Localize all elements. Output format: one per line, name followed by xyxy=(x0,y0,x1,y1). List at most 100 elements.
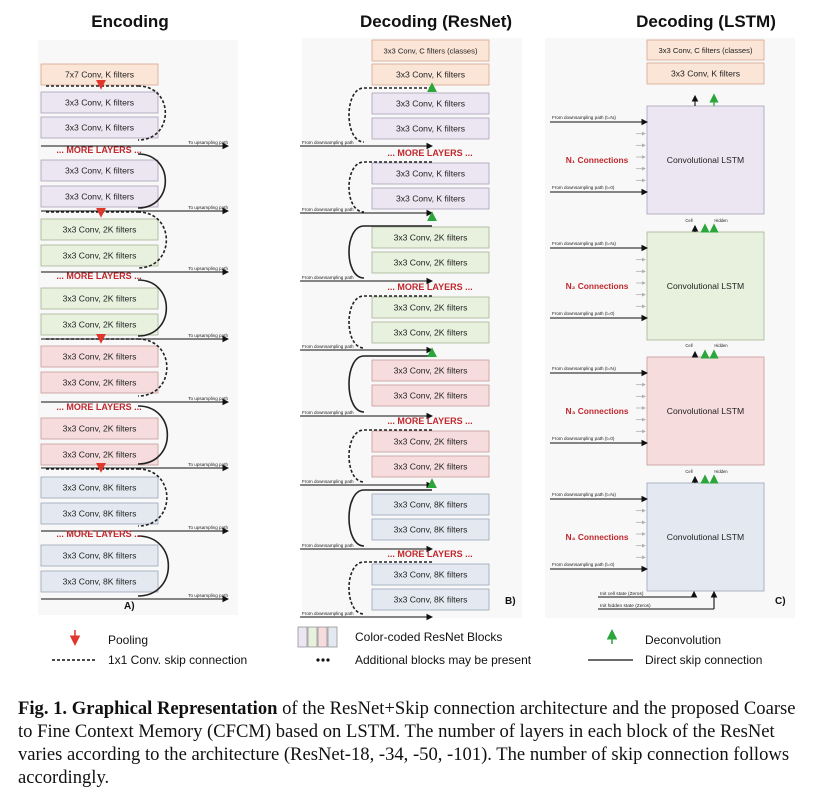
res-from-downsampling-label: From downsampling path xyxy=(302,543,354,548)
lstm-box xyxy=(646,105,765,215)
lstm-label: Convolutional LSTM xyxy=(667,155,744,165)
block-label: 3x3 Conv, 8K filters xyxy=(394,500,468,510)
more-layers-label: ... MORE LAYERS ... xyxy=(387,549,472,559)
figure-caption: Fig. 1. Graphical Representation of the … xyxy=(18,697,808,789)
lstm-from-bottom-label: From downsampling path (t=0) xyxy=(552,185,615,190)
res-skip-arc-7 xyxy=(348,489,432,547)
block-rect xyxy=(371,92,490,115)
block-label: 3x3 Conv, 2K filters xyxy=(394,328,468,338)
block-rect xyxy=(371,162,490,185)
res-block-15: 3x3 Conv, 8K filters xyxy=(371,563,490,586)
enc-block-4: 3x3 Conv, K filters xyxy=(40,185,159,208)
lstm-unit-2: Convolutional LSTM N₂ Connections From dow… xyxy=(550,218,765,341)
res-block-6: 3x3 Conv, 2K filters xyxy=(371,251,490,274)
block-label: 3x3 Conv, K filters xyxy=(65,166,134,176)
block-label: 3x3 Conv, 2K filters xyxy=(63,378,137,388)
lstm-block-top-k: 3x3 Conv, K filters xyxy=(646,62,765,85)
block-label: 3x3 Conv, 8K filters xyxy=(394,525,468,535)
enc-to-upsampling-label: To upsampling path xyxy=(188,462,228,467)
block-label: 3x3 Conv, 2K filters xyxy=(394,366,468,376)
caption-bold-title: Graphical Representation xyxy=(71,698,278,719)
res-from-downsampling-label: From downsampling path xyxy=(302,479,354,484)
enc-to-upsampling-label: To upsampling path xyxy=(188,140,228,145)
block-label: 3x3 Conv, 2K filters xyxy=(63,450,137,460)
lstm-hidden-label: Hidden xyxy=(714,218,728,223)
block-rect xyxy=(371,359,490,382)
lstm-unit-1: Convolutional LSTM N₁ Connections From dow… xyxy=(550,93,765,215)
caption-text: of the ResNet+Skip connection architectu… xyxy=(18,698,796,788)
enc-to-upsampling-label: To upsampling path xyxy=(188,333,228,338)
block-rect xyxy=(646,39,765,61)
enc-block-15: 3x3 Conv, 8K filters xyxy=(40,544,159,567)
lstm-unit-3: Convolutional LSTM N₃ Connections From dow… xyxy=(550,343,765,466)
block-label: 3x3 Conv, K filters xyxy=(396,124,465,134)
block-rect xyxy=(40,244,159,267)
legend-pooling: Pooling xyxy=(108,633,148,647)
enc-to-upsampling-label: To upsampling path xyxy=(188,266,228,271)
lstm-hidden-label: Hidden xyxy=(714,343,728,348)
lstm-label: Convolutional LSTM xyxy=(667,532,744,542)
block-label: 3x3 Conv, K filters xyxy=(396,194,465,204)
res-skip-arc-2 xyxy=(348,161,432,213)
block-label: 3x3 Conv, 8K filters xyxy=(63,577,137,587)
enc-skip-arc-5 xyxy=(137,338,168,397)
lstm-box xyxy=(646,482,765,592)
enc-block-8: 3x3 Conv, 2K filters xyxy=(40,313,159,336)
block-label: 3x3 Conv, K filters xyxy=(65,123,134,133)
ellipsis-legend-icon xyxy=(316,658,330,662)
block-rect xyxy=(371,226,490,249)
more-layers-label: ... MORE LAYERS ... xyxy=(56,529,141,539)
title-decoding-resnet: Decoding (ResNet) xyxy=(360,12,512,31)
block-label: 3x3 Conv, C filters (classes) xyxy=(384,47,478,56)
res-from-downsampling-label: From downsampling path xyxy=(302,140,354,145)
block-label: 3x3 Conv, K filters xyxy=(65,98,134,108)
block-rect xyxy=(371,430,490,453)
legend-direct-skip: Direct skip connection xyxy=(645,653,762,667)
lstm-connections-label: N₄ Connections xyxy=(565,532,628,542)
block-rect xyxy=(40,159,159,182)
res-block-11: 3x3 Conv, 2K filters xyxy=(371,430,490,453)
block-rect xyxy=(371,493,490,516)
enc-skip-arc-2 xyxy=(137,153,167,209)
res-skip-arc-1 xyxy=(348,87,432,143)
enc-skip-arc-6 xyxy=(137,405,169,465)
res-skip-arc-6 xyxy=(348,429,432,483)
more-layers-label: ... MORE LAYERS ... xyxy=(56,271,141,281)
res-block-13: 3x3 Conv, 8K filters xyxy=(371,493,490,516)
res-block-2: 3x3 Conv, K filters xyxy=(371,117,490,140)
title-encoding: Encoding xyxy=(91,12,168,31)
enc-block-6: 3x3 Conv, 2K filters xyxy=(40,244,159,267)
block-rect xyxy=(371,518,490,541)
block-rect xyxy=(40,570,159,593)
block-rect xyxy=(371,39,490,62)
res-skip-arc-5 xyxy=(348,355,432,413)
res-from-downsampling-label: From downsampling path xyxy=(302,344,354,349)
lstm-connections-label: N₁ Connections xyxy=(566,155,629,165)
enc-block-2: 3x3 Conv, K filters xyxy=(40,116,159,139)
init-cell-label: Init cell state (Zeros) xyxy=(600,591,644,597)
res-block-3: 3x3 Conv, K filters xyxy=(371,162,490,185)
lstm-cell-label: Cell xyxy=(685,218,692,223)
block-label: 3x3 Conv, 2K filters xyxy=(63,424,137,434)
block-rect xyxy=(40,116,159,139)
enc-skip-arc-7 xyxy=(137,468,168,527)
res-block-5: 3x3 Conv, 2K filters xyxy=(371,226,490,249)
block-rect xyxy=(646,62,765,85)
enc-block-7: 3x3 Conv, 2K filters xyxy=(40,287,159,310)
more-layers-label: ... MORE LAYERS ... xyxy=(387,282,472,292)
panel-label-c: C) xyxy=(775,596,786,607)
block-rect xyxy=(40,345,159,368)
lstm-from-top-label: From downsampling path (t=Nᵢ) xyxy=(552,241,616,246)
res-block-9: 3x3 Conv, 2K filters xyxy=(371,359,490,382)
lstm-from-bottom-label: From downsampling path (t=0) xyxy=(552,436,615,441)
res-skip-arc-8 xyxy=(348,561,432,615)
enc-block-3: 3x3 Conv, K filters xyxy=(40,159,159,182)
res-from-downsampling-label: From downsampling path xyxy=(302,611,354,616)
lstm-from-bottom-label: From downsampling path (t=0) xyxy=(552,311,615,316)
res-from-downsampling-label: From downsampling path xyxy=(302,275,354,280)
init-hidden-label: Init hidden state (Zeros) xyxy=(600,603,651,609)
lstm-box xyxy=(646,356,765,466)
decoding-lstm-panel: 3x3 Conv, C filters (classes) 3x3 Conv, K… xyxy=(550,39,765,610)
enc-skip-arc-1 xyxy=(137,85,167,141)
block-rect xyxy=(371,321,490,344)
